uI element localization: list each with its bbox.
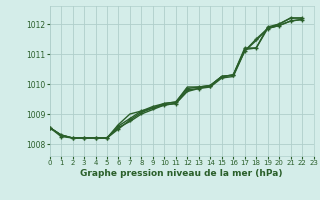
X-axis label: Graphe pression niveau de la mer (hPa): Graphe pression niveau de la mer (hPa) — [80, 169, 283, 178]
